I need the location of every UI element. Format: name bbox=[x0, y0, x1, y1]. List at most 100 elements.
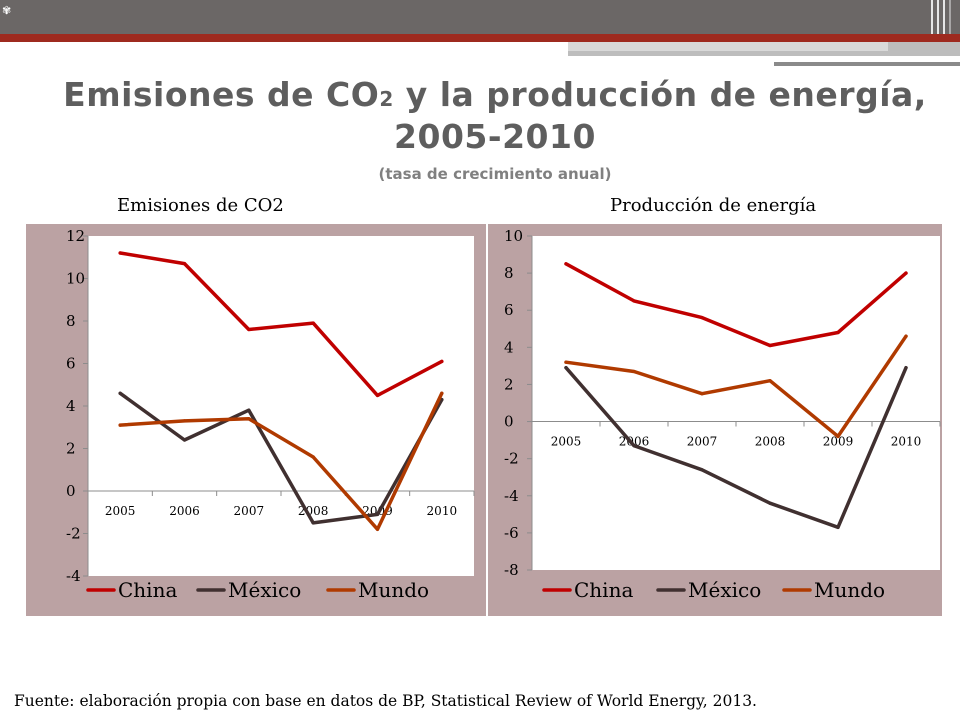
co2-legend-item-china: China bbox=[86, 578, 177, 602]
energia-y-tick-label: 4 bbox=[504, 338, 514, 356]
co2-point-mundo bbox=[440, 391, 444, 395]
co2-y-tick-label: 12 bbox=[66, 227, 85, 245]
energia-y-tick-label: -8 bbox=[504, 561, 519, 579]
energia-y-tick-label: -6 bbox=[504, 524, 519, 542]
energia-point-mexico bbox=[904, 366, 908, 370]
energia-y-tick-label: 0 bbox=[504, 413, 514, 431]
co2-legend-item-mundo: Mundo bbox=[326, 578, 429, 602]
co2-point-china bbox=[311, 321, 315, 325]
co2-legend-label: China bbox=[118, 578, 177, 602]
co2-y-tick-label: -4 bbox=[66, 567, 81, 585]
energia-point-mundo bbox=[700, 392, 704, 396]
energia-point-mexico bbox=[632, 444, 636, 448]
energia-legend-item-mexico: México bbox=[656, 578, 761, 602]
energia-point-mundo bbox=[632, 369, 636, 374]
co2-point-mexico bbox=[118, 391, 122, 395]
energia-y-tick-label: -4 bbox=[504, 487, 519, 505]
energia-legend-label: México bbox=[688, 578, 761, 602]
energia-y-tick-label: 2 bbox=[504, 375, 514, 393]
energia-y-tick-label: 6 bbox=[504, 301, 514, 319]
co2-legend-item-mexico: México bbox=[196, 578, 301, 602]
co2-point-china bbox=[375, 393, 380, 397]
chart-energy-panel: 10 8 6 4 2 0 -2 -4 -6 -8 2005 2006 2007 2008 2009 2010 C… bbox=[488, 224, 942, 616]
co2-y-tick-label: 4 bbox=[66, 397, 76, 415]
energia-series-mexico bbox=[564, 365, 908, 530]
co2-point-mundo bbox=[375, 527, 380, 531]
slide-title: Emisiones de CO2 y la producción de ener… bbox=[0, 76, 960, 156]
energia-point-china bbox=[564, 262, 568, 266]
accent-band bbox=[0, 34, 960, 42]
title-years: 2005-2010 bbox=[394, 117, 596, 156]
co2-point-china bbox=[182, 262, 187, 266]
energia-point-mundo bbox=[836, 434, 840, 438]
chart-emissions-panel: 12 10 8 6 4 2 0 -2 -4 2005 2006 2007 2008 2009 2010 Chi… bbox=[26, 224, 486, 616]
energia-legend-item-mundo: Mundo bbox=[782, 578, 885, 602]
co2-y-tick-label: 10 bbox=[66, 270, 85, 288]
co2-point-china bbox=[118, 251, 122, 255]
decorative-lines-icon bbox=[931, 0, 951, 40]
co2-series-mundo bbox=[118, 391, 444, 532]
energia-point-mundo bbox=[904, 334, 908, 338]
co2-legend-label: México bbox=[228, 578, 301, 602]
co2-point-mundo bbox=[311, 455, 315, 459]
co2-y-tick-label: 0 bbox=[66, 482, 76, 500]
top-bar: ✾ bbox=[0, 0, 960, 40]
energia-x-tick-label: 2007 bbox=[687, 435, 718, 449]
energia-legend-label: Mundo bbox=[814, 578, 885, 602]
co2-y-tick-label: 8 bbox=[66, 312, 76, 330]
energia-y-tick-label: -2 bbox=[504, 450, 519, 468]
energia-point-china bbox=[768, 343, 772, 348]
energia-x-tick-label: 2008 bbox=[755, 435, 786, 449]
source-note: Fuente: elaboración propia con base en d… bbox=[14, 692, 757, 710]
co2-point-mexico bbox=[247, 408, 251, 412]
energia-legend-label: China bbox=[574, 578, 633, 602]
title-subscript: 2 bbox=[379, 87, 394, 111]
energia-point-mexico bbox=[768, 501, 772, 505]
decorative-accent-bars bbox=[568, 42, 960, 66]
energia-point-china bbox=[836, 330, 840, 335]
left-chart-title: Emisiones de CO2 bbox=[117, 195, 284, 216]
energia-point-mexico bbox=[700, 468, 704, 472]
energia-series-china bbox=[564, 262, 908, 348]
co2-series-mexico bbox=[118, 391, 444, 525]
energia-legend-item-china: China bbox=[542, 578, 633, 602]
co2-point-china bbox=[247, 327, 251, 332]
energia-x-tick-label: 2010 bbox=[891, 435, 922, 449]
co2-point-mundo bbox=[118, 423, 122, 427]
co2-point-mundo bbox=[247, 417, 251, 421]
energia-point-mundo bbox=[564, 360, 568, 364]
title-part-b: y la producción de energía, bbox=[393, 75, 927, 114]
energia-point-mundo bbox=[768, 379, 772, 383]
slide-subtitle: (tasa de crecimiento anual) bbox=[378, 165, 612, 183]
energia-point-china bbox=[632, 299, 636, 303]
co2-y-tick-label: 6 bbox=[66, 355, 76, 373]
co2-x-tick-label: 2006 bbox=[169, 504, 200, 518]
title-part-a: Emisiones de CO bbox=[63, 75, 380, 114]
right-chart-title: Producción de energía bbox=[610, 195, 817, 216]
energia-point-china bbox=[700, 316, 704, 320]
co2-point-mexico bbox=[311, 521, 315, 525]
co2-x-tick-label: 2007 bbox=[234, 504, 265, 518]
energia-series-mundo bbox=[564, 334, 908, 439]
co2-legend-label: Mundo bbox=[358, 578, 429, 602]
co2-series-china bbox=[118, 251, 444, 398]
energia-plot-area bbox=[532, 236, 940, 570]
energia-point-mexico bbox=[836, 525, 840, 529]
energia-point-mexico bbox=[564, 366, 568, 370]
co2-y-tick-label: 2 bbox=[66, 440, 76, 458]
energia-y-tick-label: 8 bbox=[504, 264, 514, 282]
co2-point-mexico bbox=[375, 512, 380, 516]
energia-x-tick-label: 2005 bbox=[551, 435, 582, 449]
co2-y-tick-label: -2 bbox=[66, 525, 81, 543]
energia-y-tick-label: 10 bbox=[504, 227, 523, 245]
co2-point-mundo bbox=[182, 419, 187, 423]
co2-point-mexico bbox=[182, 438, 187, 442]
co2-plot-area bbox=[88, 236, 474, 576]
decorative-corner-icon: ✾ bbox=[2, 4, 12, 17]
energia-point-china bbox=[904, 271, 908, 275]
co2-point-china bbox=[440, 359, 444, 363]
co2-x-tick-label: 2005 bbox=[105, 504, 136, 518]
energia-x-tick-label: 2009 bbox=[823, 435, 854, 449]
